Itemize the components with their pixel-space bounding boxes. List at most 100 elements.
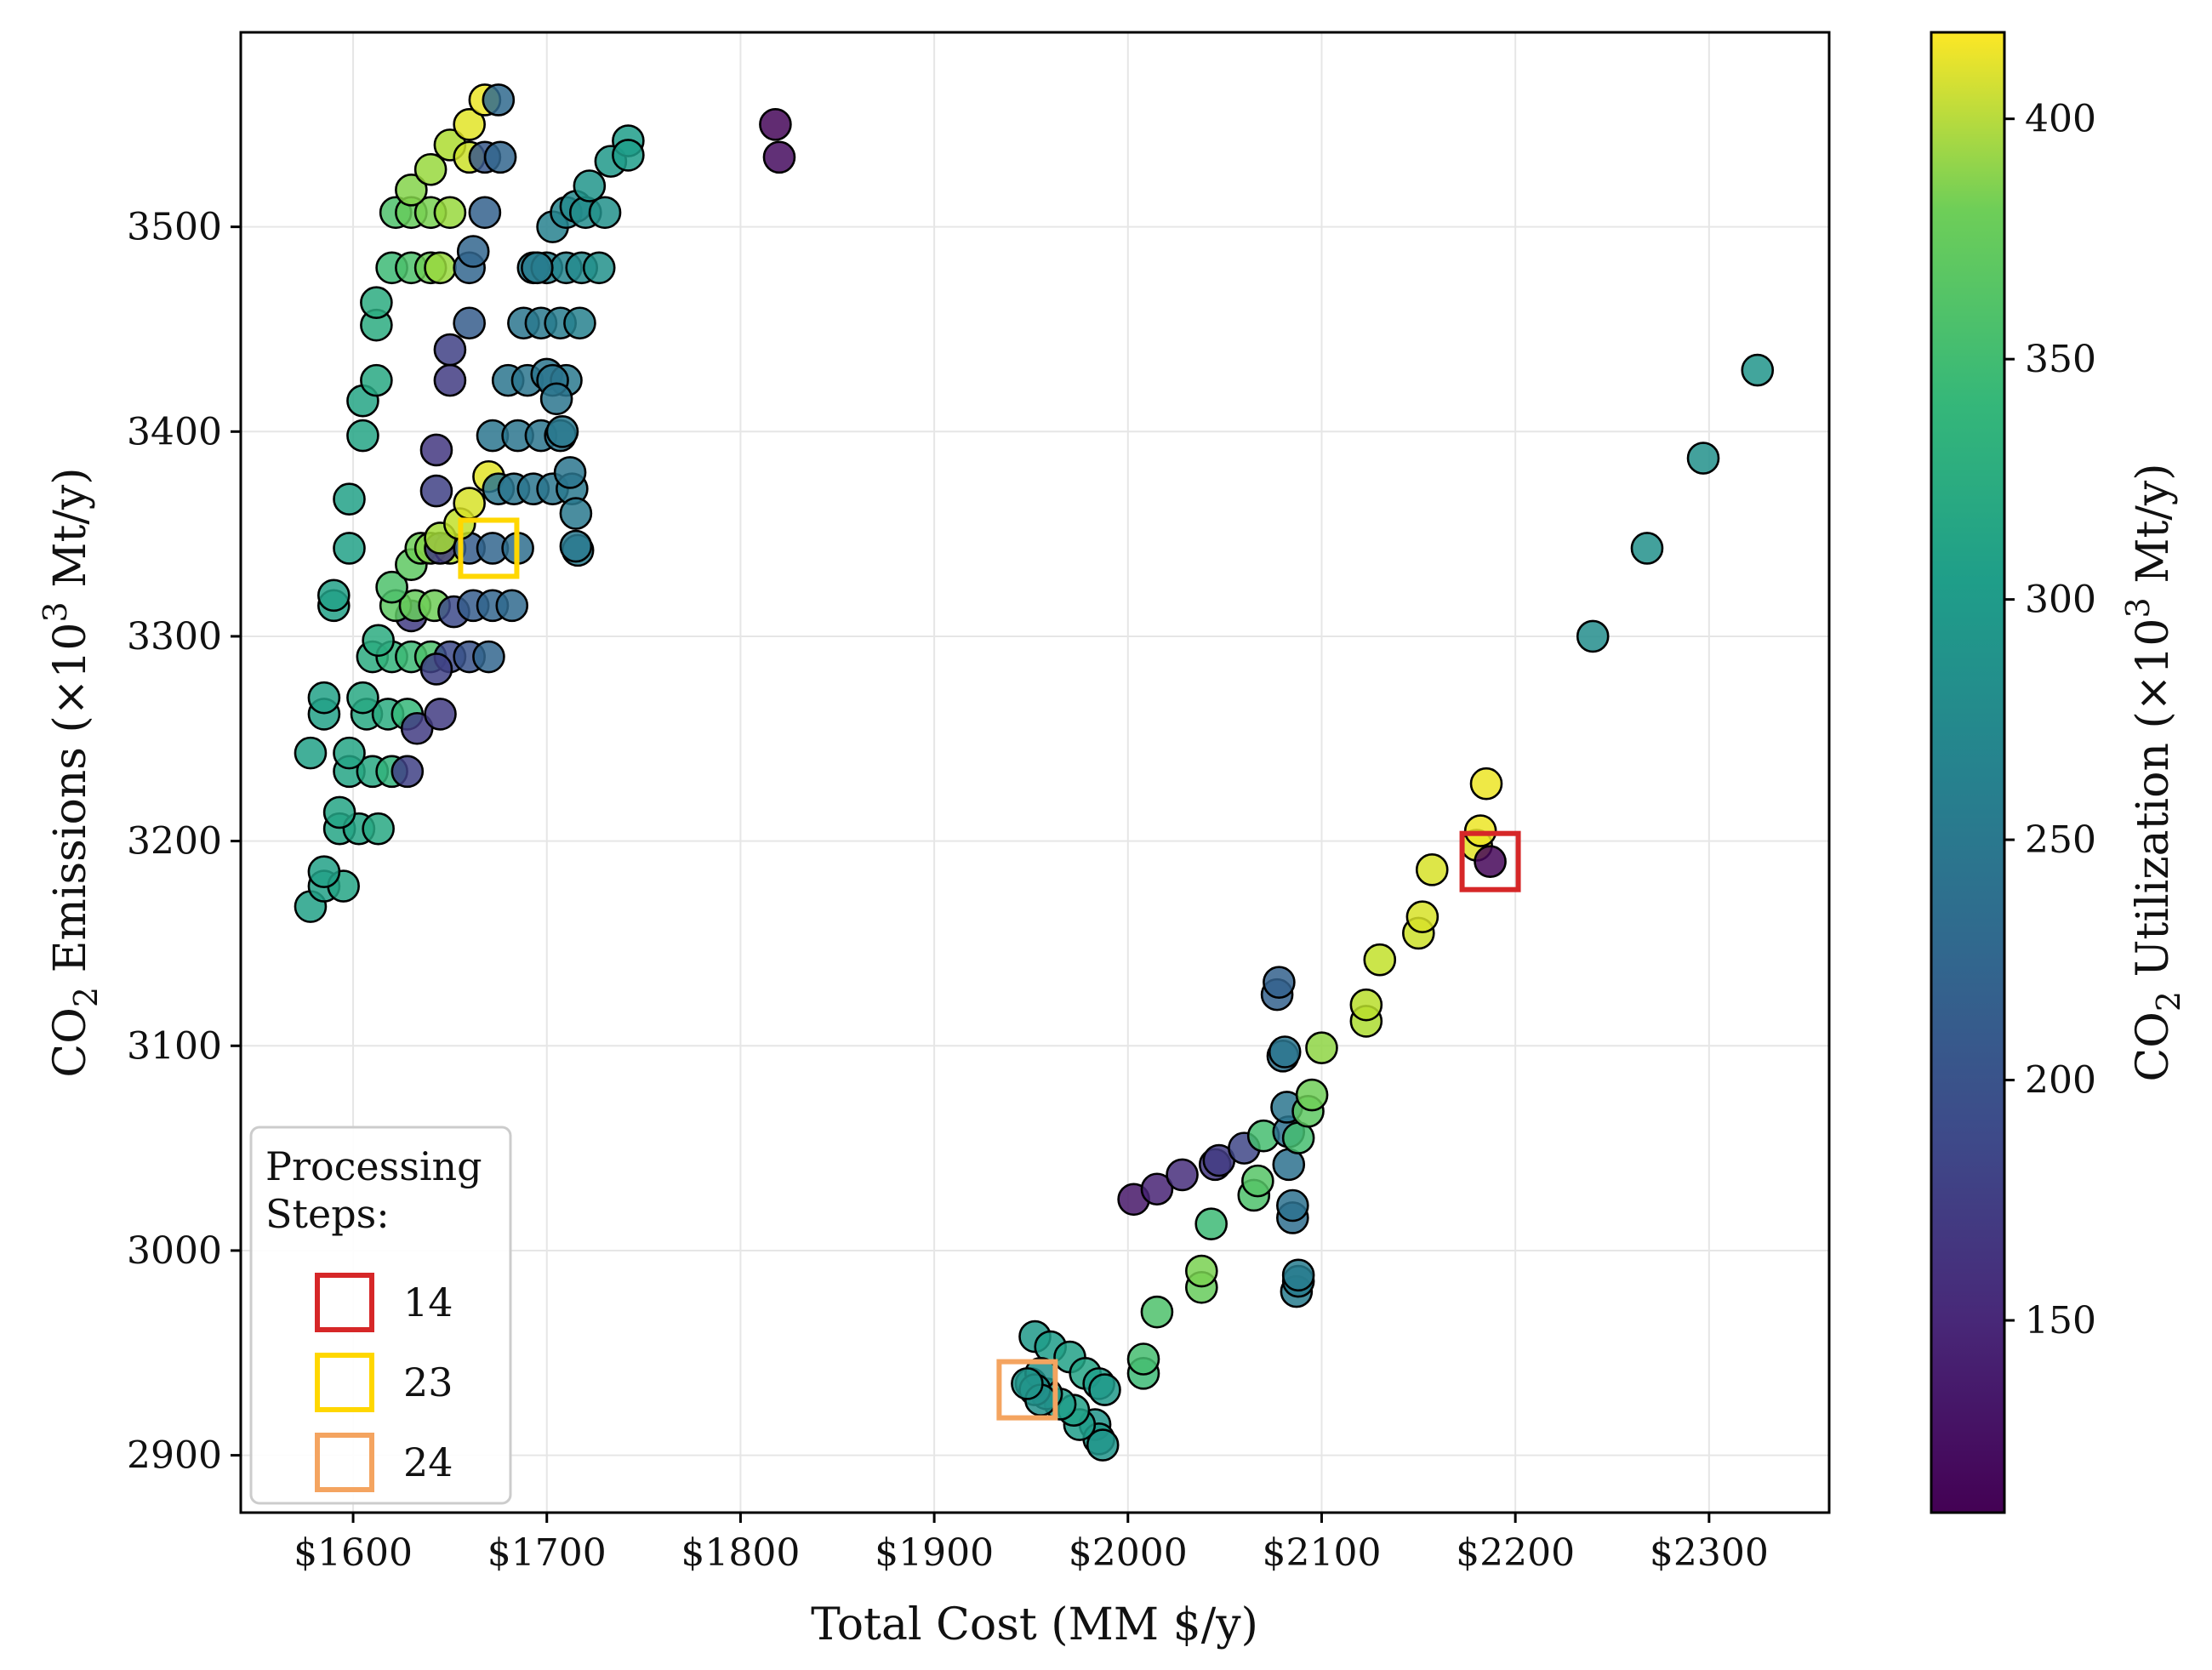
data-point xyxy=(362,624,395,658)
data-point xyxy=(1630,532,1664,565)
colorbar-ticks: 150 200 250 300 350 400 xyxy=(2004,98,2096,1342)
data-point xyxy=(294,736,328,770)
data-point xyxy=(316,579,351,613)
data-point xyxy=(419,474,453,508)
data-point xyxy=(453,107,486,141)
data-point xyxy=(333,482,366,516)
data-point xyxy=(559,529,593,563)
data-point xyxy=(362,812,395,846)
data-point xyxy=(588,196,622,230)
highlight-square-23 xyxy=(458,517,520,579)
data-point xyxy=(419,433,453,467)
highlight-square-14 xyxy=(1459,830,1521,892)
colorbar-gradient xyxy=(1930,31,2006,1514)
data-point xyxy=(333,736,366,770)
data-point xyxy=(424,251,457,285)
data-point xyxy=(573,169,607,202)
data-point xyxy=(1140,1172,1174,1206)
data-point xyxy=(1276,1188,1309,1223)
data-point xyxy=(1349,988,1383,1022)
data-point xyxy=(539,382,573,416)
colorbar-tick-label: 200 xyxy=(2025,1059,2096,1103)
legend-label-24: 24 xyxy=(403,1439,453,1485)
colorbar-tick-label: 150 xyxy=(2025,1299,2096,1342)
data-point xyxy=(1741,353,1775,387)
x-tick-label: $1900 xyxy=(875,1531,994,1575)
x-tick-label: $2200 xyxy=(1456,1531,1575,1575)
plot-frame xyxy=(239,31,1831,1514)
data-point xyxy=(419,653,453,686)
data-point xyxy=(1086,1428,1120,1462)
y-tick-label: 2900 xyxy=(127,1434,222,1478)
y-tick-label: 3200 xyxy=(127,820,222,863)
data-point xyxy=(1295,1078,1329,1112)
highlight-markers xyxy=(458,517,1521,1421)
colorbar-tick-label: 350 xyxy=(2025,338,2096,381)
x-tick-label: $2100 xyxy=(1262,1531,1381,1575)
y-tick-label: 3100 xyxy=(127,1024,222,1068)
data-point xyxy=(482,83,516,117)
y-tick-label: 3500 xyxy=(127,206,222,249)
data-point xyxy=(1363,943,1397,977)
legend-entries: 14 23 24 xyxy=(315,1273,453,1492)
data-point xyxy=(322,795,356,829)
legend-swatch-24 xyxy=(315,1433,374,1492)
y-axis-title: CO2 Emissions (×103 Mt/y) xyxy=(37,467,105,1077)
data-point xyxy=(472,640,505,674)
data-points xyxy=(294,83,1775,1462)
data-point xyxy=(1415,853,1449,886)
colorbar-tick-label: 250 xyxy=(2025,818,2096,862)
data-point xyxy=(453,306,486,340)
data-point xyxy=(612,139,645,172)
data-point xyxy=(1281,1258,1315,1292)
data-point xyxy=(1263,966,1296,999)
data-point xyxy=(346,681,379,715)
data-point xyxy=(1474,845,1507,878)
colorbar-tick-label: 300 xyxy=(2025,579,2096,622)
data-point xyxy=(582,251,616,285)
legend: Processing Steps: 14 23 24 xyxy=(249,1126,512,1505)
data-point xyxy=(1126,1342,1160,1376)
colorbar: 150 200 250 300 350 400 CO2 Utilization (×103… xyxy=(1930,31,2187,1514)
data-point xyxy=(495,589,529,623)
x-tick-label: $2300 xyxy=(1650,1531,1769,1575)
data-point xyxy=(375,570,408,604)
y-tick-label: 3000 xyxy=(127,1229,222,1273)
y-tick-label: 3400 xyxy=(127,410,222,453)
data-point xyxy=(453,487,486,520)
x-axis-title: Total Cost (MM $/y) xyxy=(811,1599,1258,1650)
data-point xyxy=(1469,767,1503,801)
data-point xyxy=(413,152,448,186)
data-point xyxy=(433,196,467,230)
data-point xyxy=(1241,1164,1274,1198)
data-point xyxy=(483,140,517,174)
y-axis-ticks: 2900 3000 3100 3200 3300 3400 3500 xyxy=(127,206,241,1478)
data-point xyxy=(1576,619,1610,653)
legend-swatch-23 xyxy=(315,1353,374,1412)
data-point xyxy=(433,363,467,397)
data-point xyxy=(559,497,593,530)
x-tick-label: $1700 xyxy=(487,1531,607,1575)
data-point xyxy=(1011,1367,1044,1400)
x-tick-label: $1800 xyxy=(681,1531,800,1575)
data-point xyxy=(553,456,587,489)
data-point xyxy=(1405,900,1440,933)
data-point xyxy=(1166,1158,1199,1192)
x-axis-ticks: $1600 $1700 $1800 $1900 $2000 $2100 $2200 $2300 xyxy=(294,1513,1769,1575)
data-point xyxy=(762,140,796,174)
data-point xyxy=(1194,1207,1228,1240)
data-point xyxy=(346,419,379,453)
x-tick-label: $2000 xyxy=(1069,1531,1188,1575)
data-point xyxy=(563,306,596,340)
data-point xyxy=(1140,1295,1174,1329)
legend-label-23: 23 xyxy=(403,1359,453,1405)
legend-label-14: 14 xyxy=(403,1280,453,1325)
legend-title: Processing Steps: xyxy=(265,1143,482,1237)
data-point xyxy=(1305,1031,1338,1064)
data-point xyxy=(391,755,425,789)
data-point xyxy=(1463,814,1497,847)
data-point xyxy=(307,681,341,715)
data-point xyxy=(360,363,393,397)
data-point xyxy=(333,532,366,565)
data-point xyxy=(1185,1254,1218,1288)
